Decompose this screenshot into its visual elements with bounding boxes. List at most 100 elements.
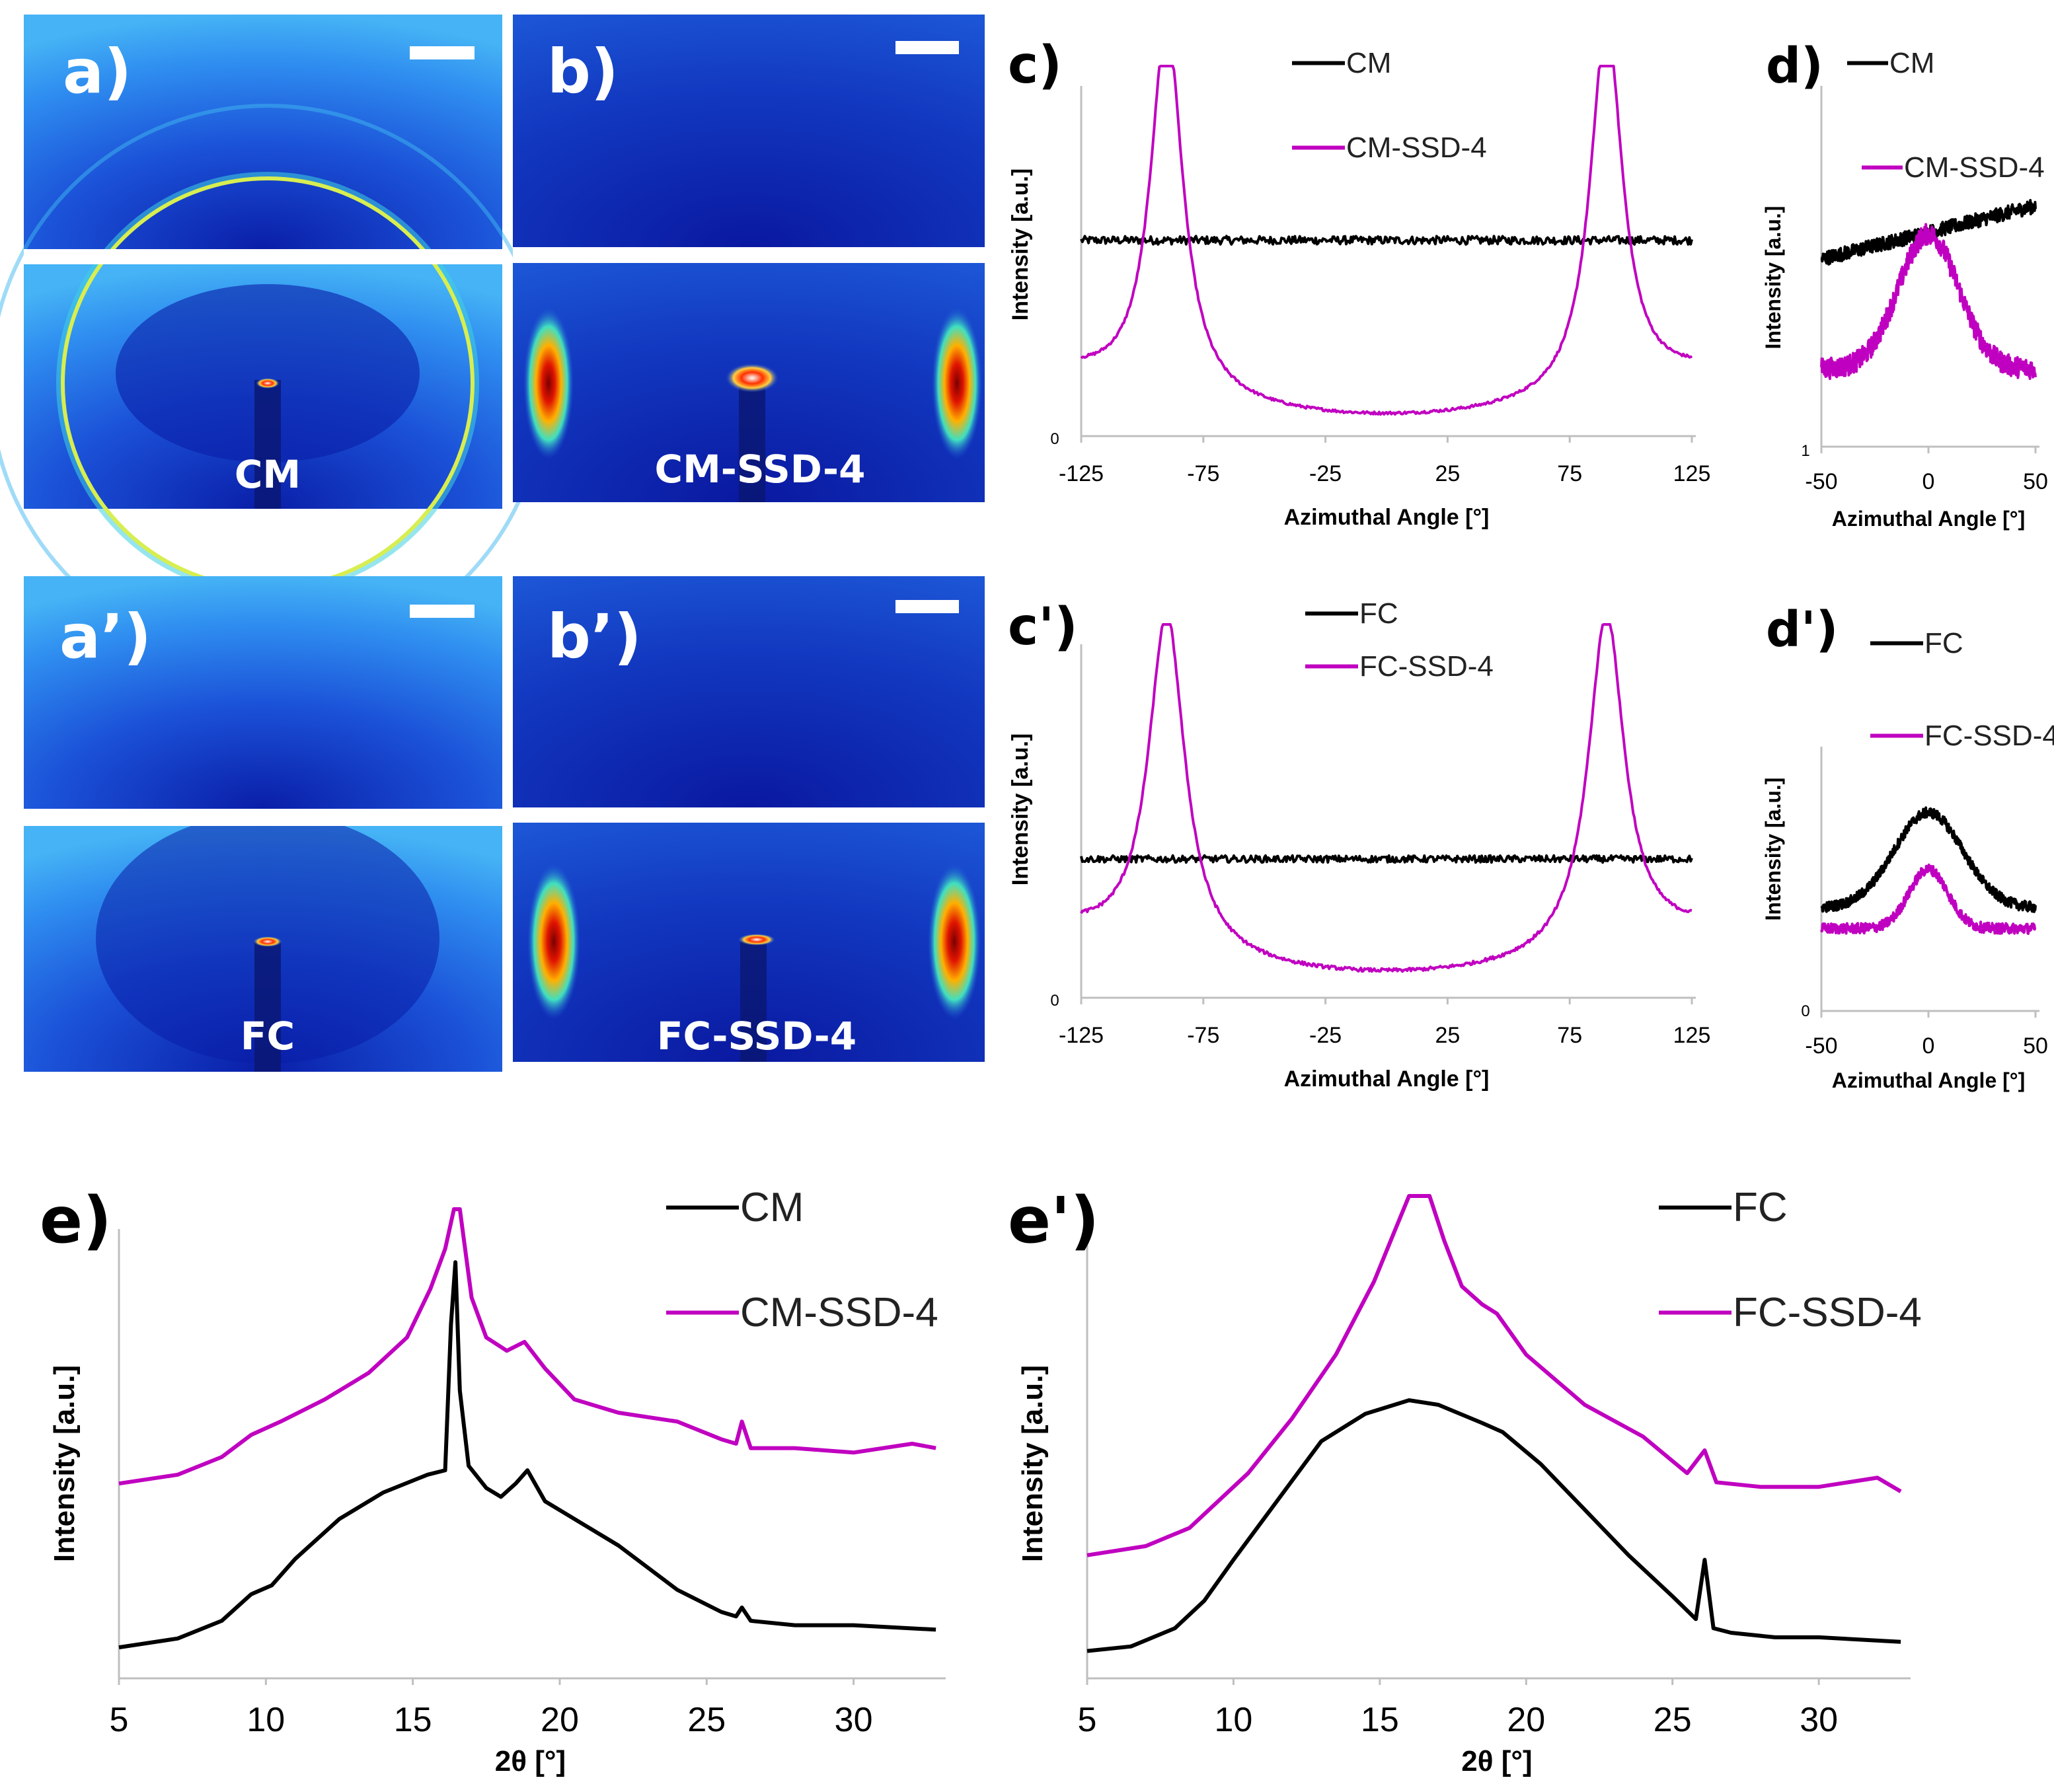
- x-tick-label: 0: [1922, 469, 1935, 494]
- x-tick-label: 25: [1435, 461, 1460, 486]
- y-tick-label: 0: [1050, 992, 1059, 1010]
- series-line-cm: [1080, 235, 1693, 246]
- chart-c-prime: -125 -75 -25 25 75 125 0 Azimuthal Angle [°] Int…: [1008, 597, 1710, 1092]
- series-line-fc-ssd-4: [1086, 1194, 1902, 1557]
- legend-label: CM: [1346, 47, 1391, 79]
- series-line-cm: [118, 1260, 936, 1650]
- chart-d-prime: -50 0 50 0 Azimuthal Angle [°] Intensity [a.u…: [1761, 601, 2054, 1092]
- legend-label: FC: [1733, 1185, 1788, 1230]
- x-tick-label: 15: [394, 1701, 432, 1739]
- beamstop: [254, 380, 281, 509]
- scale-bar: [410, 46, 475, 59]
- y-axis-label: Intensity [a.u.]: [1761, 206, 1785, 350]
- beam-center: [726, 363, 779, 392]
- x-tick-label: 75: [1557, 1023, 1582, 1048]
- series-line-fc-ssd-4: [1080, 623, 1693, 973]
- scale-bar: [895, 600, 959, 613]
- x-tick-label: 30: [835, 1701, 873, 1739]
- series-line-fc: [1080, 854, 1693, 864]
- y-axis-label: Intensity [a.u.]: [1016, 1365, 1049, 1562]
- panel-label: e'): [1008, 1183, 1099, 1257]
- panel-label-b: b): [547, 36, 619, 107]
- beam-center: [256, 378, 280, 389]
- x-tick-label: -75: [1187, 1023, 1219, 1048]
- x-tick-label: 25: [1654, 1701, 1692, 1739]
- x-tick-label: 5: [110, 1701, 129, 1739]
- x-tick-label: 125: [1673, 461, 1711, 486]
- y-axis-label: Intensity [a.u.]: [48, 1365, 81, 1562]
- scale-bar: [895, 41, 959, 54]
- x-tick-label: 15: [1361, 1701, 1399, 1739]
- panel-label: c'): [1008, 597, 1078, 657]
- legend-label: FC-SSD-4: [1924, 720, 2054, 752]
- panel-label: e): [40, 1183, 112, 1257]
- meridional-arc-right: [928, 864, 981, 1020]
- beam-center: [738, 934, 775, 946]
- x-axis-label: Azimuthal Angle [°]: [1832, 1068, 2025, 1092]
- legend-label: CM-SSD-4: [1346, 131, 1487, 164]
- series-line-fc: [1820, 806, 2037, 913]
- legend-label: CM-SSD-4: [740, 1290, 938, 1335]
- image-a-prime: a’) FC: [24, 576, 502, 1072]
- x-axis-label: Azimuthal Angle [°]: [1284, 1066, 1490, 1092]
- panel-label-a: a): [63, 36, 132, 107]
- x-tick-label: 50: [2023, 469, 2048, 494]
- series-line-cm-ssd-4: [118, 1207, 936, 1486]
- chart-c: -125 -75 -25 25 75 125 0 Azimuthal Angle [°] Int…: [1008, 36, 1710, 530]
- chart-e-prime: 5 10 15 20 25 30 2θ [°] Intensity [a.u.] e') FC FC…: [1008, 1183, 1922, 1777]
- y-axis-label: Intensity [a.u.]: [1008, 733, 1033, 885]
- panel-label: d): [1766, 38, 1823, 94]
- x-tick-label: -25: [1309, 461, 1342, 486]
- x-tick-label: -75: [1187, 461, 1219, 486]
- x-tick-label: 0: [1922, 1033, 1935, 1059]
- image-a: a) CM: [0, 15, 547, 663]
- x-tick-label: 10: [1215, 1701, 1253, 1739]
- legend-label: CM: [740, 1185, 804, 1230]
- chart-d: -50 0 50 1 Azimuthal Angle [°] Intensity [a.u…: [1761, 38, 2048, 531]
- image-label-cm: CM: [235, 452, 301, 497]
- image-b: b) CM-SSD-4: [513, 15, 985, 502]
- y-tick-label: 0: [1050, 430, 1059, 448]
- x-tick-label: -50: [1805, 469, 1837, 494]
- chart-e: 5 10 15 20 25 30 2θ [°] Intensity [a.u.] e) CM CM-…: [40, 1183, 946, 1777]
- y-tick-label: 0: [1801, 1002, 1809, 1020]
- image-label-fc-ssd-4: FC-SSD-4: [657, 1014, 856, 1059]
- x-axis-label: 2θ [°]: [1461, 1745, 1532, 1777]
- series-line-cm-ssd-4: [1080, 65, 1693, 416]
- x-tick-label: 75: [1557, 461, 1582, 486]
- scale-bar: [410, 605, 475, 618]
- x-tick-label: 10: [247, 1701, 285, 1739]
- y-tick-label: 1: [1801, 442, 1809, 460]
- x-tick-label: 50: [2023, 1033, 2048, 1059]
- x-tick-label: 25: [687, 1701, 726, 1739]
- legend-label: FC: [1359, 597, 1398, 630]
- x-tick-label: 30: [1800, 1701, 1838, 1739]
- x-tick-label: 20: [541, 1701, 579, 1739]
- x-tick-label: -25: [1309, 1023, 1342, 1048]
- x-axis-label: Azimuthal Angle [°]: [1284, 505, 1490, 530]
- series-line-fc: [1086, 1398, 1901, 1653]
- meridional-arc-right: [932, 307, 982, 459]
- legend-label: FC-SSD-4: [1359, 650, 1494, 683]
- series-line-fc-ssd-4: [1820, 863, 2037, 935]
- x-tick-label: -125: [1059, 1023, 1104, 1048]
- legend-label: CM: [1889, 47, 1934, 79]
- x-tick-label: 5: [1078, 1701, 1097, 1739]
- x-tick-label: 25: [1435, 1023, 1460, 1048]
- panel-label-a-prime: a’): [59, 601, 151, 672]
- meridional-arc-left: [527, 864, 580, 1020]
- meridional-arc-left: [523, 307, 574, 459]
- x-axis-label: 2θ [°]: [495, 1745, 566, 1777]
- image-label-fc: FC: [241, 1014, 295, 1059]
- y-axis-label: Intensity [a.u.]: [1008, 168, 1033, 320]
- x-tick-label: -125: [1059, 461, 1104, 486]
- x-axis-label: Azimuthal Angle [°]: [1832, 507, 2025, 531]
- y-axis-label: Intensity [a.u.]: [1761, 778, 1785, 921]
- legend-label: FC: [1924, 627, 1963, 659]
- image-label-cm-ssd-4: CM-SSD-4: [655, 447, 866, 492]
- panel-label: d'): [1766, 601, 1838, 658]
- legend-label: FC-SSD-4: [1733, 1290, 1922, 1335]
- panel-label-b-prime: b’): [547, 601, 642, 672]
- x-tick-label: 20: [1507, 1701, 1545, 1739]
